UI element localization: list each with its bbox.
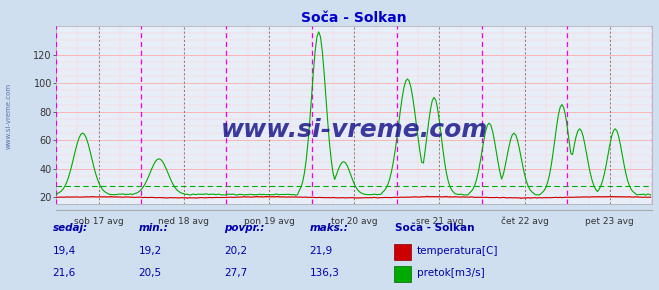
Text: 20,5: 20,5: [138, 268, 161, 278]
Text: pretok[m3/s]: pretok[m3/s]: [417, 268, 485, 278]
Text: 20,2: 20,2: [224, 246, 247, 256]
Text: čet 22 avg: čet 22 avg: [501, 217, 548, 226]
Text: maks.:: maks.:: [310, 222, 349, 233]
Text: povpr.:: povpr.:: [224, 222, 264, 233]
Text: min.:: min.:: [138, 222, 168, 233]
Text: Soča - Solkan: Soča - Solkan: [395, 222, 475, 233]
Text: 21,6: 21,6: [53, 268, 76, 278]
Text: 136,3: 136,3: [310, 268, 339, 278]
Text: pon 19 avg: pon 19 avg: [244, 217, 295, 226]
Text: www.si-vreme.com: www.si-vreme.com: [221, 117, 488, 142]
Text: pet 23 avg: pet 23 avg: [585, 217, 634, 226]
Text: 21,9: 21,9: [310, 246, 333, 256]
Text: sedaj:: sedaj:: [53, 222, 88, 233]
Text: ned 18 avg: ned 18 avg: [158, 217, 210, 226]
Text: temperatura[C]: temperatura[C]: [417, 246, 499, 256]
Text: tor 20 avg: tor 20 avg: [331, 217, 378, 226]
Text: sre 21 avg: sre 21 avg: [416, 217, 463, 226]
Text: 19,4: 19,4: [53, 246, 76, 256]
Title: Soča - Solkan: Soča - Solkan: [301, 11, 407, 25]
Text: 19,2: 19,2: [138, 246, 161, 256]
Text: 27,7: 27,7: [224, 268, 247, 278]
Text: www.si-vreme.com: www.si-vreme.com: [5, 83, 12, 149]
Text: sob 17 avg: sob 17 avg: [74, 217, 123, 226]
